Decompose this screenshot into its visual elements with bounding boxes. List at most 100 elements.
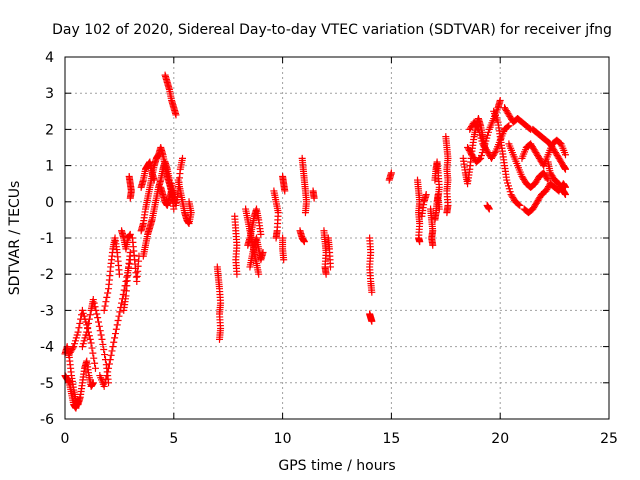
y-tick-label: 0: [45, 195, 54, 211]
data-point: [322, 270, 330, 278]
data-point: [526, 125, 534, 133]
data-point: [310, 194, 318, 202]
data-point: [368, 317, 376, 325]
data-point: [104, 289, 112, 297]
data-point: [88, 344, 96, 352]
data-point: [103, 372, 111, 380]
data-point: [496, 96, 504, 104]
data-point: [74, 328, 82, 336]
data-point: [443, 209, 451, 217]
data-point: [94, 314, 102, 322]
data-point: [90, 354, 98, 362]
data-point: [172, 111, 180, 119]
data-point: [101, 351, 109, 359]
data-point: [126, 248, 134, 256]
data-point: [99, 340, 107, 348]
data-point: [515, 201, 523, 209]
data-point: [69, 344, 77, 352]
y-tick-label: 1: [45, 159, 54, 175]
data-point: [422, 191, 430, 199]
y-tick-label: -5: [40, 376, 54, 392]
data-point: [87, 339, 95, 347]
data-point: [91, 359, 99, 367]
data-point: [114, 317, 122, 325]
data-point: [116, 308, 124, 316]
plot-frame: [64, 56, 610, 420]
data-point: [74, 397, 82, 405]
data-point: [416, 238, 424, 246]
data-point: [101, 379, 109, 387]
data-point: [233, 270, 241, 278]
data-point: [92, 306, 100, 314]
data-point: [104, 368, 112, 376]
data-point: [109, 343, 117, 351]
data-point: [485, 205, 493, 213]
y-tick-label: 4: [45, 50, 54, 66]
data-point: [185, 198, 193, 206]
x-tick-label: 15: [382, 431, 400, 447]
data-point: [150, 176, 158, 184]
data-point: [90, 299, 98, 307]
data-point: [179, 154, 187, 162]
data-point: [84, 324, 92, 332]
data-point: [300, 238, 308, 246]
data-point: [561, 191, 569, 199]
data-point: [91, 303, 99, 311]
y-tick-label: 3: [45, 86, 54, 102]
chart-title: Day 102 of 2020, Sidereal Day-to-day VTE…: [52, 22, 612, 38]
data-point: [115, 312, 123, 320]
data-point: [476, 155, 484, 163]
data-point: [505, 122, 513, 130]
x-axis-label: GPS time / hours: [278, 458, 395, 474]
data-point: [107, 351, 115, 359]
data-point: [96, 327, 104, 335]
data-point: [108, 347, 116, 355]
data-point: [491, 149, 499, 157]
data-point: [100, 306, 108, 314]
y-tick-label: 2: [45, 122, 54, 138]
data-point: [280, 256, 288, 264]
y-tick-label: -4: [40, 340, 54, 356]
data-point: [543, 175, 551, 183]
data-point: [89, 379, 97, 387]
data-point: [85, 319, 93, 327]
y-tick-label: -1: [40, 231, 54, 247]
y-tick-label: -6: [40, 412, 54, 428]
data-point: [105, 364, 113, 372]
x-tick-label: 25: [600, 431, 618, 447]
data-point: [95, 322, 103, 330]
data-point: [86, 335, 94, 343]
data-point: [259, 248, 267, 256]
data-point: [385, 176, 393, 184]
data-point: [281, 187, 289, 195]
data-point: [83, 328, 91, 336]
data-point: [561, 165, 569, 173]
y-axis-label: SDTVAR / TECUs: [7, 181, 23, 296]
x-tick-label: 20: [491, 431, 509, 447]
x-tick-label: 0: [61, 431, 70, 447]
data-point: [544, 176, 552, 184]
data-point: [326, 263, 334, 271]
data-point: [76, 319, 84, 327]
data-point: [85, 332, 93, 340]
x-tick-label: 10: [274, 431, 292, 447]
data-point: [93, 310, 101, 318]
data-points: [61, 71, 569, 412]
data-point: [95, 318, 103, 326]
data-point: [122, 277, 130, 285]
data-point: [504, 123, 512, 131]
data-point: [272, 234, 280, 242]
data-point: [368, 288, 376, 296]
data-point: [102, 375, 110, 383]
data-point: [301, 209, 309, 217]
data-point: [100, 345, 108, 353]
y-tick-label: -3: [40, 303, 54, 319]
data-point: [255, 270, 263, 278]
data-point: [215, 335, 223, 343]
data-point: [103, 293, 111, 301]
data-point: [516, 201, 524, 209]
data-point: [115, 270, 123, 278]
data-point: [106, 356, 114, 364]
data-point: [85, 315, 93, 323]
data-point: [110, 338, 118, 346]
